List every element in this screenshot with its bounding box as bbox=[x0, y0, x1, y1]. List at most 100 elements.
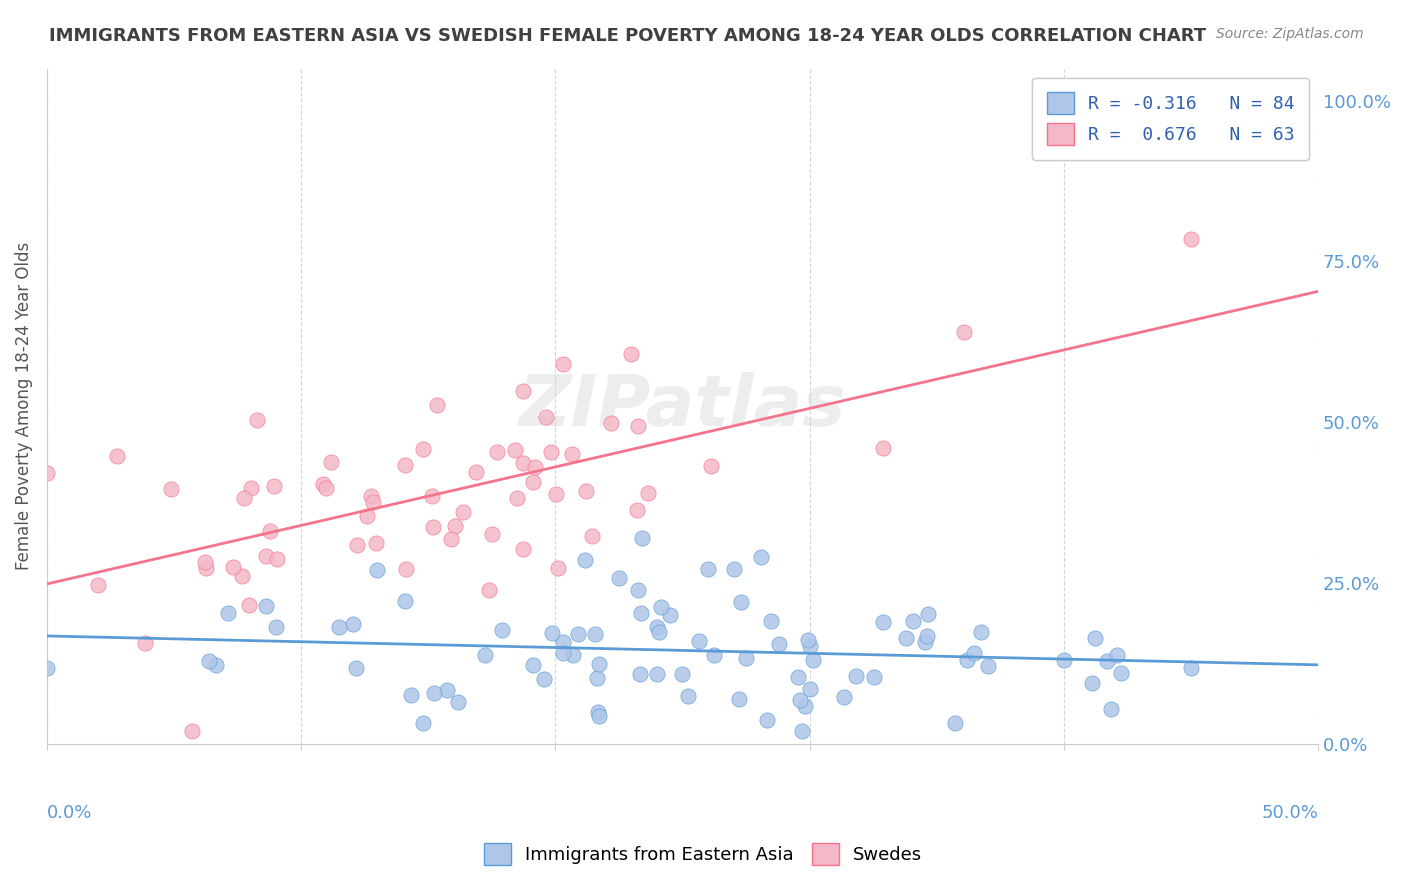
Point bbox=[658, 608, 681, 623]
Point bbox=[607, 571, 630, 585]
Point bbox=[1081, 675, 1104, 690]
Point bbox=[481, 527, 503, 541]
Point bbox=[648, 624, 671, 639]
Point bbox=[540, 445, 562, 459]
Point bbox=[364, 536, 387, 550]
Point bbox=[894, 631, 917, 645]
Point bbox=[553, 357, 575, 371]
Point bbox=[194, 555, 217, 569]
Point bbox=[797, 633, 820, 648]
Point bbox=[180, 723, 202, 738]
Text: Source: ZipAtlas.com: Source: ZipAtlas.com bbox=[1216, 27, 1364, 41]
Point bbox=[574, 553, 596, 567]
Text: IMMIGRANTS FROM EASTERN ASIA VS SWEDISH FEMALE POVERTY AMONG 18-24 YEAR OLDS COR: IMMIGRANTS FROM EASTERN ASIA VS SWEDISH … bbox=[49, 27, 1206, 45]
Point bbox=[238, 598, 260, 612]
Point bbox=[1107, 648, 1129, 663]
Point bbox=[506, 491, 529, 505]
Point bbox=[478, 582, 501, 597]
Point bbox=[756, 713, 779, 727]
Point bbox=[328, 620, 350, 634]
Point bbox=[134, 636, 156, 650]
Y-axis label: Female Poverty Among 18-24 Year Olds: Female Poverty Among 18-24 Year Olds bbox=[15, 242, 32, 570]
Point bbox=[917, 607, 939, 622]
Point bbox=[970, 625, 993, 640]
Point bbox=[723, 562, 745, 576]
Legend: Immigrants from Eastern Asia, Swedes: Immigrants from Eastern Asia, Swedes bbox=[475, 834, 931, 874]
Point bbox=[342, 617, 364, 632]
Point bbox=[440, 532, 463, 546]
Point bbox=[945, 715, 967, 730]
Point bbox=[451, 505, 474, 519]
Point bbox=[953, 325, 976, 339]
Point bbox=[630, 607, 652, 621]
Point bbox=[872, 441, 894, 455]
Point bbox=[903, 614, 925, 628]
Point bbox=[759, 614, 782, 628]
Point bbox=[794, 699, 817, 714]
Point bbox=[512, 384, 534, 399]
Point bbox=[799, 639, 821, 653]
Point bbox=[627, 582, 650, 597]
Point bbox=[361, 494, 384, 508]
Point bbox=[628, 667, 651, 681]
Point bbox=[533, 672, 555, 686]
Point bbox=[588, 657, 610, 671]
Point bbox=[1095, 654, 1118, 668]
Point bbox=[627, 419, 650, 434]
Point bbox=[246, 412, 269, 426]
Point bbox=[264, 620, 287, 634]
Point bbox=[312, 477, 335, 491]
Point bbox=[586, 706, 609, 720]
Legend: R = -0.316   N = 84, R =  0.676   N = 63: R = -0.316 N = 84, R = 0.676 N = 63 bbox=[1032, 78, 1309, 160]
Point bbox=[845, 669, 868, 683]
Point bbox=[917, 629, 939, 643]
Point bbox=[522, 658, 544, 673]
Point bbox=[35, 661, 58, 675]
Point bbox=[254, 549, 277, 563]
Point bbox=[1180, 232, 1202, 246]
Point bbox=[700, 459, 723, 474]
Point bbox=[1099, 701, 1122, 715]
Text: ZIPatlas: ZIPatlas bbox=[519, 372, 846, 441]
Point bbox=[703, 648, 725, 662]
Point bbox=[344, 661, 367, 675]
Point bbox=[160, 482, 183, 496]
Point bbox=[728, 691, 751, 706]
Point bbox=[105, 449, 128, 463]
Point bbox=[626, 503, 648, 517]
Point bbox=[697, 562, 720, 576]
Point bbox=[671, 666, 693, 681]
Point bbox=[1109, 665, 1132, 680]
Point bbox=[586, 671, 609, 685]
Point bbox=[956, 653, 979, 667]
Point bbox=[790, 723, 813, 738]
Point bbox=[645, 666, 668, 681]
Point bbox=[789, 692, 811, 706]
Point bbox=[266, 552, 288, 566]
Point bbox=[547, 561, 569, 575]
Point bbox=[976, 659, 998, 673]
Point bbox=[394, 594, 416, 608]
Point bbox=[541, 626, 564, 640]
Point bbox=[412, 715, 434, 730]
Point bbox=[581, 529, 603, 543]
Point bbox=[583, 627, 606, 641]
Point bbox=[319, 455, 342, 469]
Point bbox=[486, 445, 509, 459]
Point bbox=[561, 447, 583, 461]
Point bbox=[768, 637, 790, 651]
Point bbox=[730, 595, 752, 609]
Point bbox=[491, 624, 513, 638]
Point bbox=[832, 690, 855, 705]
Point bbox=[588, 709, 610, 723]
Point bbox=[422, 520, 444, 534]
Point bbox=[204, 657, 226, 672]
Point bbox=[423, 685, 446, 699]
Point bbox=[240, 481, 263, 495]
Point bbox=[436, 683, 458, 698]
Text: 50.0%: 50.0% bbox=[1261, 805, 1319, 822]
Point bbox=[872, 615, 894, 629]
Point bbox=[862, 670, 884, 684]
Point bbox=[575, 483, 598, 498]
Point bbox=[366, 563, 388, 577]
